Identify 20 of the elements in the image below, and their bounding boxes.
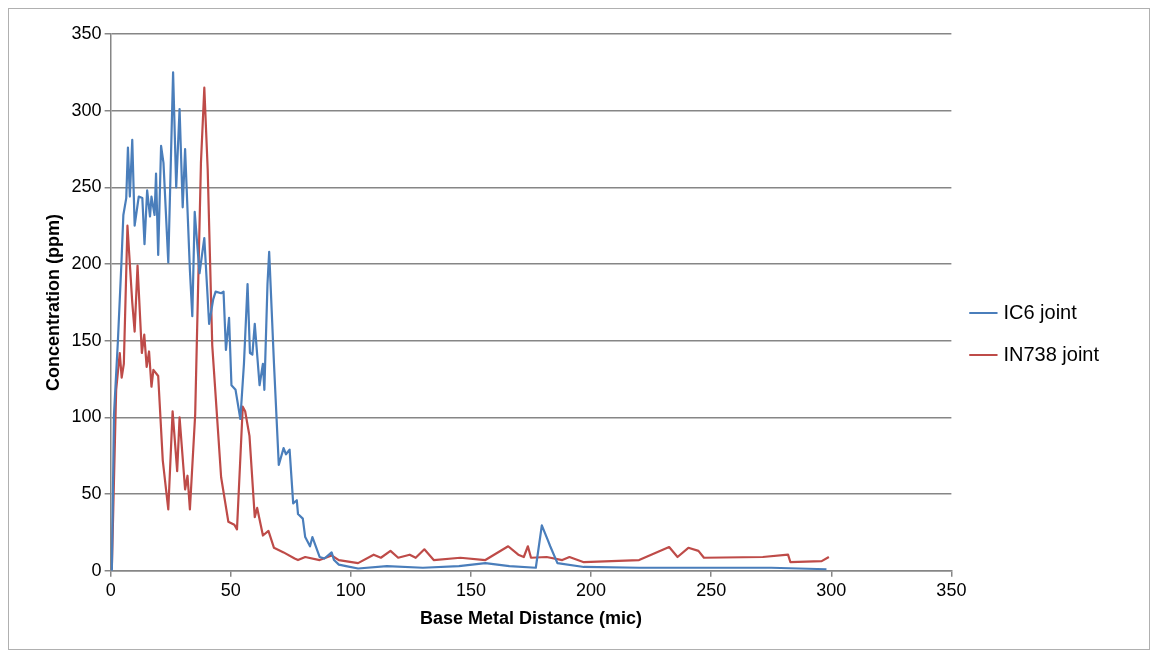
x-tick-label: 250 [696,579,727,600]
legend-label: IN738 joint [1003,342,1100,365]
x-tick-label: 300 [816,579,847,600]
y-tick-label: 250 [71,176,102,197]
y-axis-title: Concentration (ppm) [42,213,63,391]
x-tick-label: 100 [335,579,366,600]
y-tick-label: 150 [71,329,102,350]
y-tick-label: 200 [71,253,102,274]
y-tick-label: 50 [81,483,102,504]
x-tick-label: 150 [455,579,486,600]
y-tick-label: 300 [71,99,102,120]
x-tick-label: 350 [936,579,967,600]
y-tick-label: 350 [71,22,102,43]
x-tick-label: 0 [105,579,116,600]
x-tick-label: 50 [220,579,241,600]
x-axis-title: Base Metal Distance (mic) [419,608,643,629]
legend-label: IC6 joint [1003,300,1078,323]
x-tick-label: 200 [576,579,607,600]
y-tick-label: 0 [91,559,102,580]
y-tick-label: 100 [71,406,102,427]
